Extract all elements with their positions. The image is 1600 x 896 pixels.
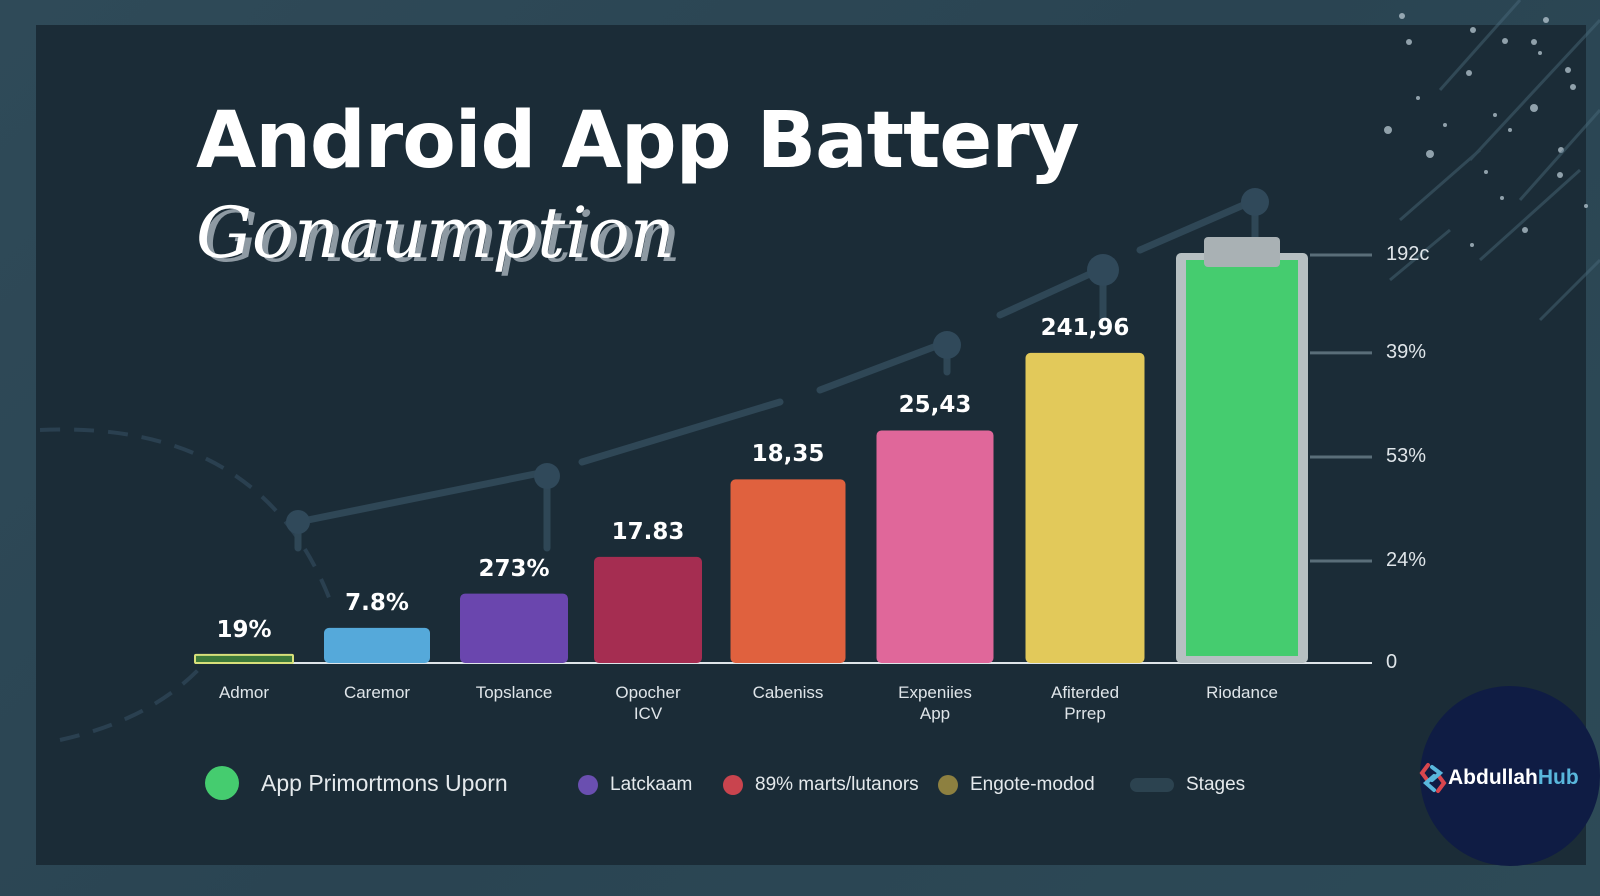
bar [1186,260,1298,656]
sparkle [1502,38,1508,44]
legend-item: Stages [1130,774,1245,796]
y-tick-label: 53% [1386,444,1427,467]
legend-label: Latckaam [610,774,693,795]
y-tick-label: 24% [1386,549,1427,571]
logo-text-secondary: Hub [1537,766,1579,789]
legend-swatch [1130,778,1174,792]
bar-value-label: 19% [216,616,272,643]
sparkle [1399,13,1405,19]
bar [594,556,702,663]
sparkle [1530,104,1538,112]
streak [1468,18,1600,162]
sparkle [1557,172,1563,178]
bar [460,593,568,663]
battery-cap [1204,237,1280,267]
legend-item: Latckaam [578,774,692,796]
bar-value-label: 241,96 [1040,314,1130,341]
x-category-label: Riodance [1206,683,1278,702]
sparkle [1522,227,1528,233]
streaks [1389,0,1600,322]
trend-line [294,196,1259,552]
legend-swatch [578,775,598,795]
logo-text-primary: Abdullah [1448,766,1538,789]
sparkle [1543,17,1549,23]
sparkle [1584,204,1588,208]
chart-title-line1: Android App Battery [196,96,1080,186]
sparkle [1384,126,1392,134]
x-category-label: Expeniies App [898,683,972,723]
legend-swatch [723,775,743,795]
bar-value-label: 25,43 [898,392,972,419]
sparkle [1416,96,1420,100]
bar [730,479,846,663]
chain-link-icon [1419,763,1447,793]
abdullahhub-logo: Abdullah Hub [1418,761,1579,795]
bar [194,653,294,665]
bar-battery [1176,237,1308,663]
trend-points [286,188,1269,534]
streak [1478,168,1582,262]
sparkle [1470,27,1476,33]
sparkle [1443,123,1447,127]
dashed-arc-lower [59,666,202,742]
x-category-label: Cabeniss [752,683,824,702]
streak [1399,148,1481,222]
sparkle [1570,84,1576,90]
legend-label: App Primortmons Uporn [261,769,508,796]
streak [1389,228,1451,282]
legend-item: 89% marts/lutanors [723,774,919,796]
legend-label: Engote-modod [970,774,1095,795]
legend-swatch [205,766,239,800]
sparkle [1493,113,1497,117]
legend-item: App Primortmons Uporn [205,766,508,800]
y-tick-label: 39% [1386,340,1427,363]
x-category-label: Topslance [475,683,553,702]
sparkle [1426,150,1434,158]
bar [324,627,430,663]
sparkle [1500,196,1504,200]
bar [1025,352,1145,663]
bar [876,430,994,663]
sparkles [1384,13,1588,247]
bar-value-label: 17.83 [611,518,685,545]
sparkle [1406,39,1412,45]
logo-badge [1420,686,1600,866]
y-tick-label: 0 [1386,651,1398,673]
bar-value-label: 18,35 [751,441,825,468]
sparkle [1565,67,1571,73]
sparkle [1558,147,1564,153]
sparkle [1484,170,1488,174]
y-tick-label: 192c [1386,243,1430,265]
legend-swatch [938,775,958,795]
sparkle [1508,128,1512,132]
streak [1518,109,1600,201]
x-category-label: Caremor [343,683,411,702]
sparkle [1538,51,1542,55]
bar-value-label: 7.8% [345,589,409,616]
legend-item: Engote-modod [938,774,1095,796]
chart-title-line2: Gonaumption [196,192,675,274]
sparkle [1466,70,1472,76]
dashed-arc [39,427,332,601]
sparkle [1470,243,1474,247]
legend-label: Stages [1186,774,1246,795]
x-category-label: Afiterded Prrep [1050,683,1120,723]
sparkle [1531,39,1537,45]
x-category-label: Opocher ICV [615,683,681,723]
x-category-label: Admor [218,683,270,702]
legend-label: 89% marts/lutanors [755,774,919,795]
streak [1538,258,1600,322]
streak [1438,0,1522,91]
bar-value-label: 273% [478,555,550,582]
chart-panel [36,25,1586,865]
chart-legend: App Primortmons Uporn Latckaam 89% marts/l… [205,766,1305,818]
